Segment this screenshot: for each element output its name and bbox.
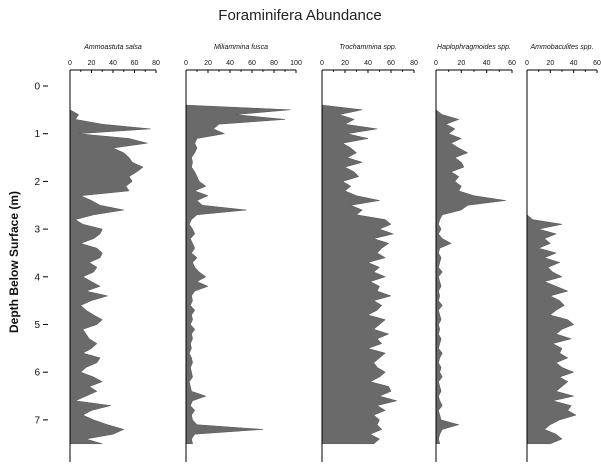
x-tick-label: 0 <box>434 60 438 67</box>
x-tick-label: 0 <box>320 60 324 67</box>
abundance-area <box>321 104 398 445</box>
x-tick-label: 20 <box>88 60 96 67</box>
x-tick-label: 40 <box>570 60 578 67</box>
y-axis-label: Depth Below Surface (m) <box>7 191 21 333</box>
x-tick-label: 60 <box>593 60 601 67</box>
y-tick-label: 2 <box>34 177 40 188</box>
x-tick-label: 80 <box>270 60 278 67</box>
panel: Ammobaculites spp. 0 20 40 60 <box>525 44 601 462</box>
panel-title: Ammoastuta salsa <box>83 44 142 51</box>
panel-title: Trochammina spp. <box>339 44 397 51</box>
x-tick-label: 60 <box>387 60 395 67</box>
abundance-area <box>69 109 151 445</box>
panel-title: Ammobaculites spp. <box>529 44 593 51</box>
panel: Haplophragmoides spp. 0 20 40 60 <box>434 44 516 462</box>
x-tick-label: 20 <box>546 60 554 67</box>
panel-title: Haplophragmoides spp. <box>437 44 511 51</box>
x-tick-label: 100 <box>290 60 302 67</box>
x-tick-label: 60 <box>248 60 256 67</box>
y-tick-label: 4 <box>34 272 40 283</box>
x-tick-label: 20 <box>457 60 465 67</box>
y-tick-label: 6 <box>34 368 40 379</box>
y-tick-label: 3 <box>34 225 40 236</box>
x-tick-label: 80 <box>152 60 160 67</box>
x-tick-label: 0 <box>68 60 72 67</box>
y-tick-label: 7 <box>34 415 40 426</box>
x-tick-label: 0 <box>525 60 529 67</box>
chart-title: Foraminifera Abundance <box>218 7 381 24</box>
x-tick-label: 60 <box>131 60 139 67</box>
x-tick-label: 40 <box>109 60 117 67</box>
panel: Trochammina spp. 0 20 40 60 80 <box>320 44 418 462</box>
x-tick-label: 20 <box>341 60 349 67</box>
x-tick-label: 0 <box>184 60 188 67</box>
x-tick-label: 40 <box>483 60 491 67</box>
y-tick-label: 0 <box>34 82 40 93</box>
panel: Miliammina fusca 0 20 40 60 80 100 <box>184 44 302 462</box>
x-tick-label: 60 <box>508 60 516 67</box>
panel-title: Miliammina fusca <box>214 44 268 51</box>
x-tick-label: 40 <box>226 60 234 67</box>
abundance-area <box>435 109 506 445</box>
x-tick-label: 20 <box>204 60 212 67</box>
x-tick-label: 40 <box>364 60 372 67</box>
x-tick-label: 80 <box>410 60 418 67</box>
panel: Ammoastuta salsa 0 20 40 60 80 <box>68 44 160 462</box>
y-tick-label: 1 <box>34 129 40 140</box>
abundance-area <box>526 214 577 445</box>
abundance-area <box>185 104 291 445</box>
y-axis-ticks: 0 1 2 3 4 5 6 7 <box>34 82 48 426</box>
y-tick-label: 5 <box>34 320 40 331</box>
